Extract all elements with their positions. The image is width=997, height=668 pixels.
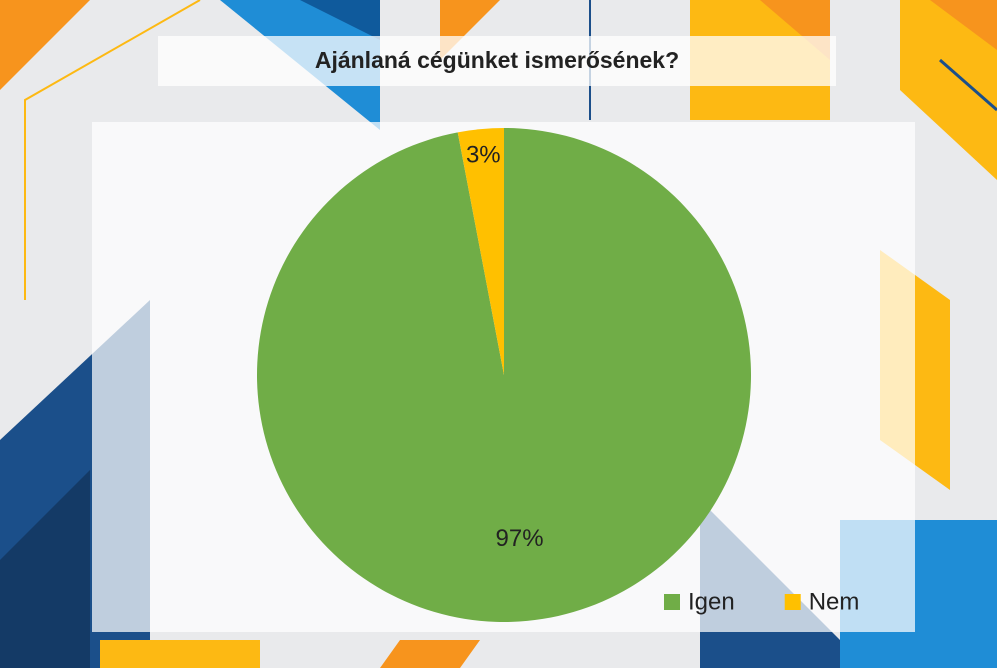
legend-swatch [664,594,680,610]
legend-label: Nem [809,588,860,615]
data-label: 97% [496,525,544,552]
pie-slice [457,128,504,375]
chart-title: Ajánlaná cégünket ismerősének? [315,47,679,73]
legend-label: Igen [688,588,735,615]
data-label: 3% [466,141,501,168]
pie-slice [256,128,751,622]
legend-swatch [784,594,801,610]
